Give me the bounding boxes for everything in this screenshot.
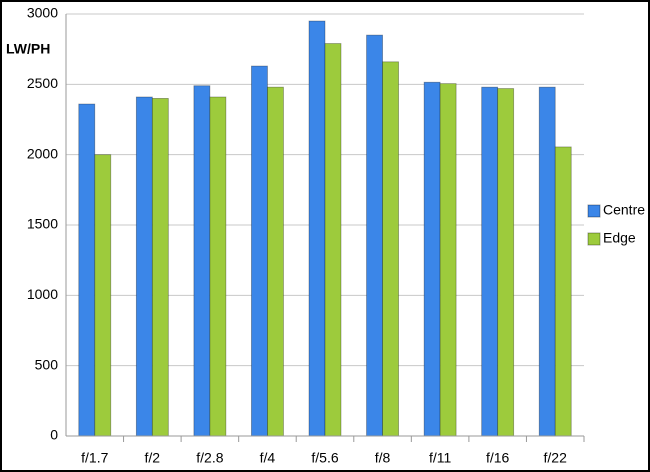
x-tick-label: f/22 <box>544 450 568 466</box>
bar <box>267 86 284 437</box>
bar <box>423 81 441 437</box>
legend-label: Centre <box>603 202 645 218</box>
bar <box>193 85 211 437</box>
y-tick-label: 0 <box>50 427 58 443</box>
bar <box>251 65 268 437</box>
legend-swatch <box>587 204 601 218</box>
bar <box>481 86 499 437</box>
bar <box>554 146 572 437</box>
y-axis-label: LW/PH <box>6 41 50 57</box>
y-tick-label: 2000 <box>27 145 58 161</box>
bar <box>151 98 169 437</box>
bar <box>209 96 227 437</box>
bar <box>308 20 326 437</box>
legend-swatch <box>587 232 601 246</box>
x-tick-label: f/2.8 <box>196 450 223 466</box>
bar <box>382 61 399 437</box>
x-tick-label: f/8 <box>375 450 391 466</box>
x-tick-label: f/11 <box>429 450 452 466</box>
x-tick-label: f/16 <box>486 450 510 466</box>
bar <box>366 34 383 437</box>
bar <box>324 43 342 437</box>
bar <box>135 96 153 437</box>
y-tick-label: 2500 <box>27 75 58 91</box>
y-tick-label: 3000 <box>27 5 58 21</box>
x-tick-label: f/1.7 <box>81 450 108 466</box>
bar <box>538 86 556 437</box>
x-tick-label: f/4 <box>260 450 276 466</box>
x-tick-label: f/2 <box>145 450 161 466</box>
legend-label: Edge <box>603 230 636 246</box>
bar <box>497 88 515 437</box>
x-tick-label: f/5.6 <box>311 450 338 466</box>
bar <box>439 83 457 437</box>
y-tick-label: 1500 <box>27 216 58 232</box>
y-tick-label: 500 <box>35 356 59 372</box>
bar <box>94 154 112 437</box>
bar <box>78 103 96 437</box>
y-tick-label: 1000 <box>27 286 58 302</box>
